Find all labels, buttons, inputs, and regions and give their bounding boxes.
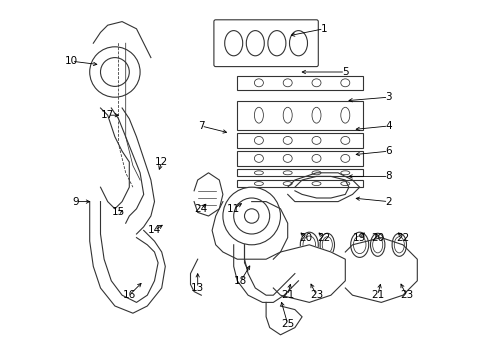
Text: 24: 24	[194, 204, 207, 214]
Text: 25: 25	[281, 319, 294, 329]
Ellipse shape	[283, 136, 292, 144]
Ellipse shape	[254, 136, 263, 144]
Ellipse shape	[393, 237, 404, 253]
Text: 9: 9	[72, 197, 79, 207]
Text: 23: 23	[309, 290, 323, 300]
Ellipse shape	[353, 236, 365, 253]
Ellipse shape	[224, 31, 242, 56]
Circle shape	[244, 209, 258, 223]
Bar	[237, 76, 363, 90]
Bar	[237, 101, 363, 130]
Ellipse shape	[254, 79, 263, 87]
Text: 12: 12	[155, 157, 168, 167]
Ellipse shape	[340, 136, 349, 144]
Text: 7: 7	[198, 121, 204, 131]
Text: 17: 17	[101, 110, 114, 120]
Text: 13: 13	[191, 283, 204, 293]
Ellipse shape	[283, 107, 292, 123]
Text: 6: 6	[385, 146, 391, 156]
Text: 19: 19	[352, 233, 366, 243]
Ellipse shape	[340, 79, 349, 87]
Ellipse shape	[303, 236, 315, 253]
Ellipse shape	[340, 107, 349, 123]
Ellipse shape	[246, 31, 264, 56]
Ellipse shape	[283, 171, 292, 175]
Bar	[237, 151, 363, 166]
Text: 8: 8	[385, 171, 391, 181]
Ellipse shape	[311, 171, 320, 175]
Text: 22: 22	[395, 233, 408, 243]
Ellipse shape	[311, 107, 320, 123]
Polygon shape	[194, 173, 223, 216]
Ellipse shape	[370, 233, 384, 256]
Circle shape	[223, 187, 280, 245]
Ellipse shape	[254, 154, 263, 162]
Text: 10: 10	[65, 56, 78, 66]
Polygon shape	[273, 245, 345, 302]
Polygon shape	[287, 173, 359, 202]
Text: 21: 21	[370, 290, 384, 300]
Ellipse shape	[322, 237, 332, 253]
Ellipse shape	[311, 154, 320, 162]
Ellipse shape	[340, 154, 349, 162]
Ellipse shape	[300, 232, 318, 257]
Text: 1: 1	[320, 24, 326, 34]
Ellipse shape	[289, 31, 307, 56]
Ellipse shape	[254, 171, 263, 175]
Ellipse shape	[283, 79, 292, 87]
Text: 3: 3	[385, 92, 391, 102]
Circle shape	[101, 58, 129, 86]
Ellipse shape	[283, 154, 292, 162]
Text: 4: 4	[385, 121, 391, 131]
Ellipse shape	[254, 107, 263, 123]
Ellipse shape	[340, 171, 349, 175]
Circle shape	[233, 198, 269, 234]
Ellipse shape	[391, 233, 406, 256]
Text: 20: 20	[299, 233, 312, 243]
Text: 5: 5	[341, 67, 348, 77]
Bar	[237, 169, 363, 176]
Text: 14: 14	[147, 225, 161, 235]
Ellipse shape	[311, 79, 320, 87]
Ellipse shape	[311, 182, 320, 186]
Ellipse shape	[254, 182, 263, 186]
Bar	[237, 180, 363, 187]
Text: 23: 23	[399, 290, 412, 300]
Ellipse shape	[267, 31, 285, 56]
Ellipse shape	[320, 233, 334, 256]
Text: 18: 18	[234, 276, 247, 286]
Ellipse shape	[283, 182, 292, 186]
Text: 2: 2	[385, 197, 391, 207]
Polygon shape	[265, 302, 302, 335]
Text: 21: 21	[281, 290, 294, 300]
Ellipse shape	[311, 136, 320, 144]
Text: 20: 20	[370, 233, 384, 243]
Text: 16: 16	[122, 290, 136, 300]
Ellipse shape	[340, 182, 349, 186]
Text: 22: 22	[316, 233, 330, 243]
Polygon shape	[345, 238, 416, 302]
Ellipse shape	[350, 232, 368, 257]
Ellipse shape	[372, 237, 382, 253]
Bar	[237, 133, 363, 148]
Text: 15: 15	[112, 207, 125, 217]
Text: 11: 11	[226, 204, 240, 214]
Circle shape	[89, 47, 140, 97]
